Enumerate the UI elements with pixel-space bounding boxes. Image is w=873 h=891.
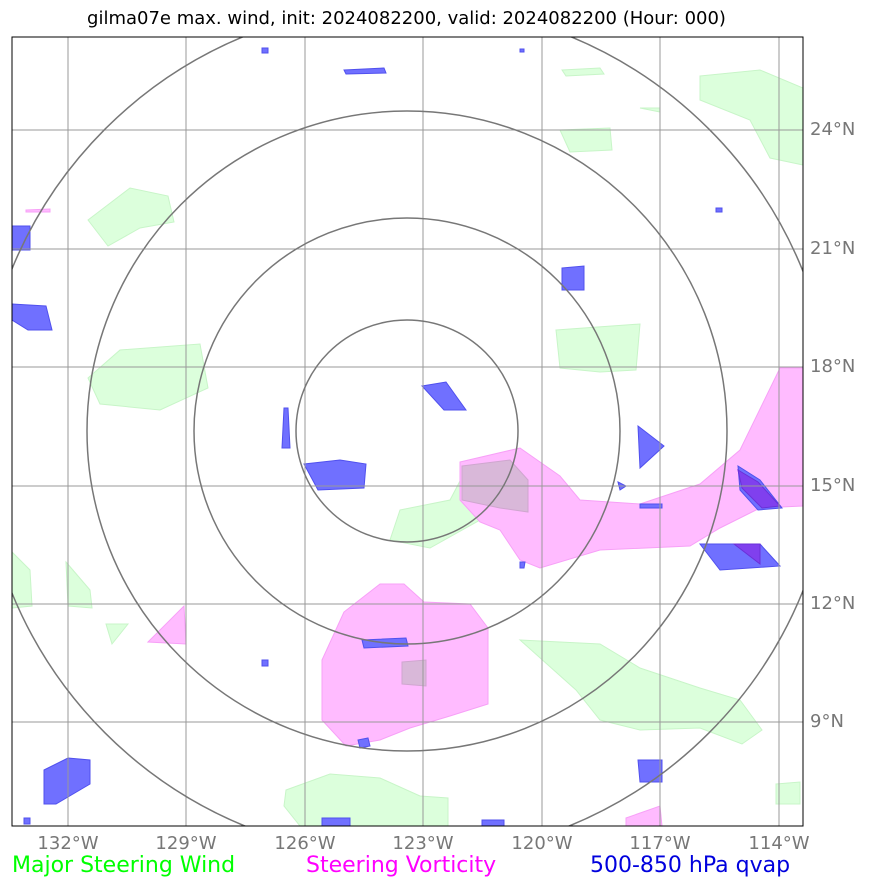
steering-wind-regions bbox=[12, 67, 803, 826]
lat-label-18n: 18°N bbox=[810, 356, 856, 377]
legend-steering-wind: Major Steering Wind bbox=[12, 853, 236, 878]
lon-label-117w: 117°W bbox=[629, 833, 691, 854]
lon-label-120w: 120°W bbox=[511, 833, 573, 854]
range-rings bbox=[12, 37, 803, 826]
map-title: gilma07e max. wind, init: 2024082200, va… bbox=[87, 8, 726, 29]
lat-label-24n: 24°N bbox=[810, 119, 856, 140]
lon-label-114w: 114°W bbox=[748, 833, 810, 854]
legend-qvap: 500-850 hPa qvap bbox=[590, 853, 791, 878]
lat-label-15n: 15°N bbox=[810, 475, 856, 496]
lon-label-132w: 132°W bbox=[37, 833, 99, 854]
lat-label-12n: 12°N bbox=[810, 593, 856, 614]
plot-frame bbox=[11, 36, 804, 827]
lon-label-129w: 129°W bbox=[155, 833, 217, 854]
legend-steering-vorticity: Steering Vorticity bbox=[306, 853, 497, 878]
lat-label-9n: 9°N bbox=[810, 711, 844, 732]
qvap-vorticity-overlap bbox=[732, 468, 782, 566]
lon-label-123w: 123°W bbox=[392, 833, 454, 854]
lon-label-126w: 126°W bbox=[274, 833, 336, 854]
lat-label-21n: 21°N bbox=[810, 238, 856, 259]
